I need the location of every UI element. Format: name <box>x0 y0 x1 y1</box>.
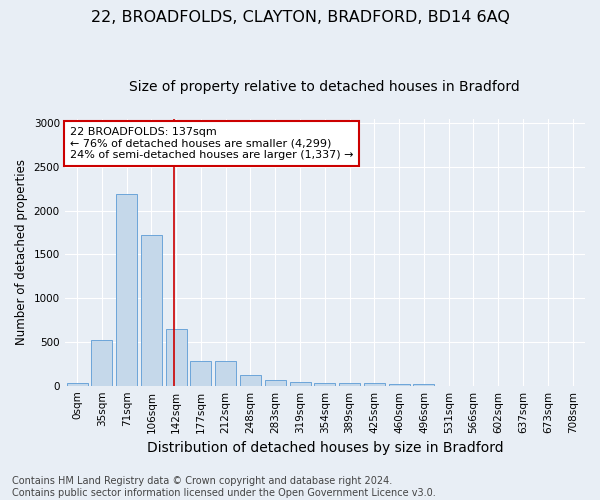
Bar <box>290 382 311 386</box>
Bar <box>413 384 434 386</box>
Bar <box>339 384 360 386</box>
Bar <box>265 380 286 386</box>
Bar <box>389 384 410 386</box>
X-axis label: Distribution of detached houses by size in Bradford: Distribution of detached houses by size … <box>146 441 503 455</box>
Bar <box>240 374 261 386</box>
Bar <box>91 340 112 386</box>
Bar <box>314 383 335 386</box>
Bar <box>166 329 187 386</box>
Text: 22 BROADFOLDS: 137sqm
← 76% of detached houses are smaller (4,299)
24% of semi-d: 22 BROADFOLDS: 137sqm ← 76% of detached … <box>70 127 353 160</box>
Text: 22, BROADFOLDS, CLAYTON, BRADFORD, BD14 6AQ: 22, BROADFOLDS, CLAYTON, BRADFORD, BD14 … <box>91 10 509 25</box>
Text: Contains HM Land Registry data © Crown copyright and database right 2024.
Contai: Contains HM Land Registry data © Crown c… <box>12 476 436 498</box>
Bar <box>116 194 137 386</box>
Bar <box>141 235 162 386</box>
Bar <box>215 360 236 386</box>
Y-axis label: Number of detached properties: Number of detached properties <box>15 159 28 345</box>
Bar <box>67 383 88 386</box>
Title: Size of property relative to detached houses in Bradford: Size of property relative to detached ho… <box>130 80 520 94</box>
Bar <box>364 384 385 386</box>
Bar <box>190 360 211 386</box>
